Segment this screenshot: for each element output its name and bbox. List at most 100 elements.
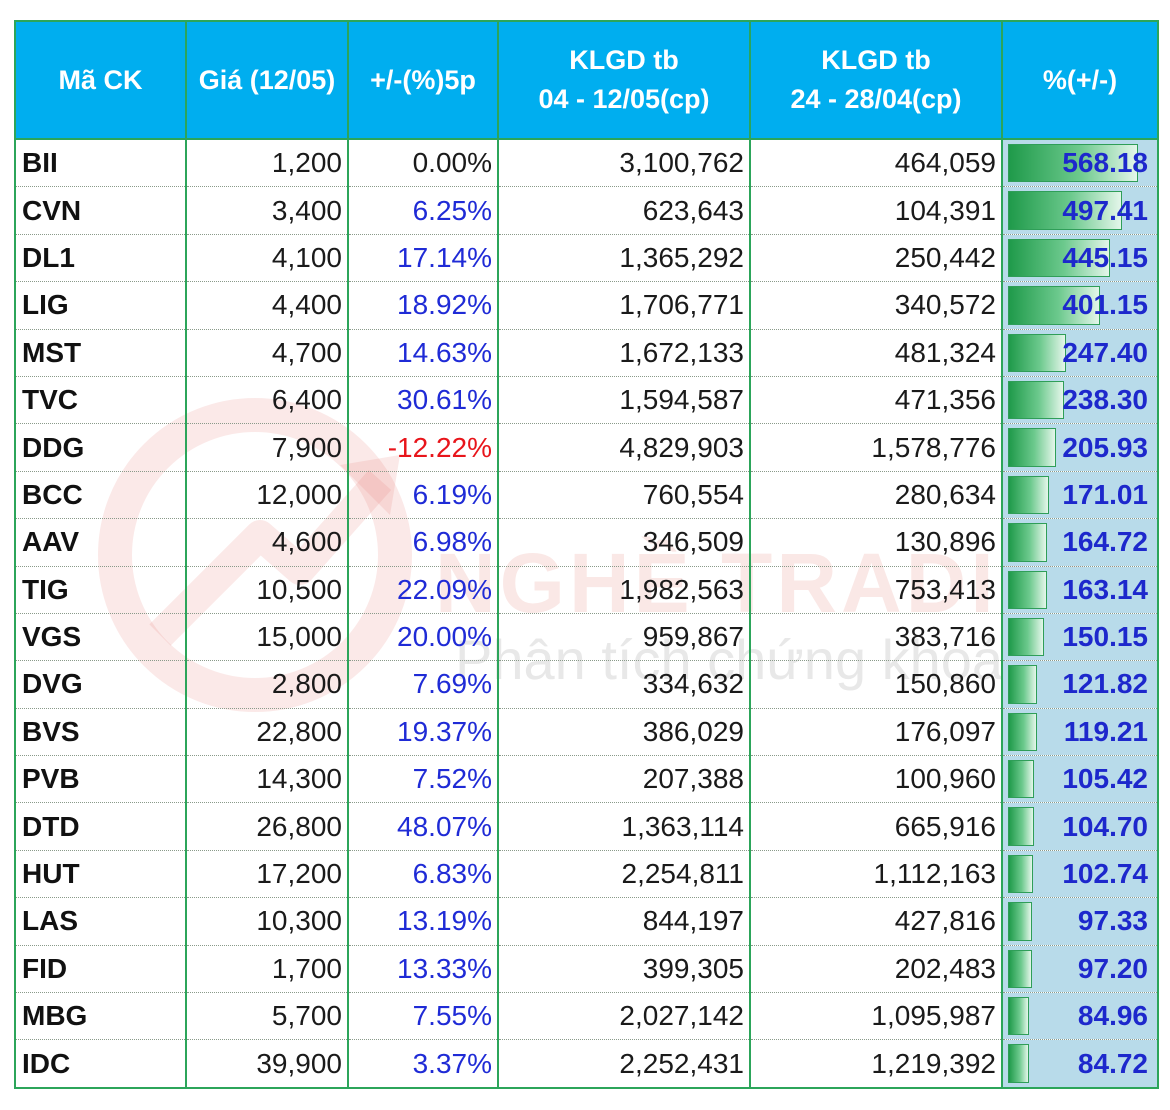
cell-vol-current: 399,305 [497,945,751,994]
cell-pct: 119.21 [1001,708,1159,757]
pct-bar [1008,1044,1029,1083]
table-row: TIG 10,500 22.09% 1,982,563 753,413 163.14 [14,566,1159,614]
cell-price: 4,600 [185,518,349,567]
cell-code: TVC [14,376,187,425]
table-row: DVG 2,800 7.69% 334,632 150,860 121.82 [14,660,1159,709]
cell-vol-current: 4,829,903 [497,423,751,472]
cell-code: CVN [14,186,187,235]
cell-pct: 97.33 [1001,897,1159,946]
cell-vol-prev: 665,916 [749,802,1003,851]
cell-change: -12.22% [347,423,499,472]
cell-code: PVB [14,755,187,804]
pct-bar [1008,760,1034,799]
cell-pct: 150.15 [1001,613,1159,662]
cell-change: 7.69% [347,660,499,709]
table-row: BVS 22,800 19.37% 386,029 176,097 119.21 [14,708,1159,757]
cell-vol-prev: 176,097 [749,708,1003,757]
cell-pct: 401.15 [1001,281,1159,330]
pct-bar [1008,333,1066,372]
pct-value: 247.40 [1062,336,1148,368]
cell-vol-prev: 427,816 [749,897,1003,946]
pct-value: 171.01 [1062,478,1148,510]
header-pct-change: %(+/-) [1001,20,1159,140]
pct-bar [1008,807,1034,846]
cell-price: 26,800 [185,802,349,851]
table-row: TVC 6,400 30.61% 1,594,587 471,356 238.30 [14,376,1159,425]
pct-value: 568.18 [1062,147,1148,179]
cell-code: DL1 [14,234,187,283]
pct-value: 119.21 [1063,715,1148,747]
cell-code: LAS [14,897,187,946]
table-row: AAV 4,600 6.98% 346,509 130,896 164.72 [14,518,1159,567]
pct-bar [1008,854,1033,894]
cell-code: FID [14,945,187,994]
cell-vol-prev: 753,413 [749,566,1003,614]
cell-price: 10,500 [185,566,349,614]
cell-price: 4,400 [185,281,349,330]
cell-vol-prev: 464,059 [749,139,1003,188]
table-header-row: Mã CK Giá (12/05) +/-(%)5p KLGD tb 04 - 1… [14,20,1159,140]
cell-pct: 497.41 [1001,186,1159,235]
cell-price: 17,200 [185,850,349,899]
pct-value: 84.72 [1077,1047,1148,1079]
cell-change: 7.52% [347,755,499,804]
pct-bar [1008,617,1044,657]
cell-vol-prev: 130,896 [749,518,1003,567]
cell-code: LIG [14,281,187,330]
cell-code: DTD [14,802,187,851]
header-klgd-current: KLGD tb 04 - 12/05(cp) [497,20,751,140]
table-row: MBG 5,700 7.55% 2,027,142 1,095,987 84.96 [14,992,1159,1041]
cell-change: 19.37% [347,708,499,757]
cell-vol-prev: 340,572 [749,281,1003,330]
cell-vol-prev: 280,634 [749,471,1003,520]
cell-vol-prev: 383,716 [749,613,1003,662]
cell-pct: 238.30 [1001,376,1159,425]
cell-price: 5,700 [185,992,349,1041]
cell-price: 12,000 [185,471,349,520]
cell-code: BVS [14,708,187,757]
table-row: VGS 15,000 20.00% 959,867 383,716 150.15 [14,613,1159,662]
cell-pct: 164.72 [1001,518,1159,567]
cell-pct: 568.18 [1001,139,1159,188]
cell-code: AAV [14,518,187,567]
cell-price: 10,300 [185,897,349,946]
cell-change: 7.55% [347,992,499,1041]
cell-vol-prev: 1,219,392 [749,1039,1003,1089]
table-body: BII 1,200 0.00% 3,100,762 464,059 568.18 CVN 3,… [14,139,1159,1089]
cell-pct: 121.82 [1001,660,1159,709]
pct-value: 104.70 [1062,810,1148,842]
header-gia: Giá (12/05) [185,20,349,140]
cell-code: BCC [14,471,187,520]
cell-vol-prev: 471,356 [749,376,1003,425]
cell-pct: 102.74 [1001,850,1159,899]
cell-pct: 171.01 [1001,471,1159,520]
table-row: DDG 7,900 -12.22% 4,829,903 1,578,776 205.93 [14,423,1159,472]
cell-vol-current: 1,672,133 [497,329,751,377]
pct-value: 205.93 [1062,431,1148,463]
cell-price: 6,400 [185,376,349,425]
pct-value: 401.15 [1062,289,1148,321]
cell-price: 22,800 [185,708,349,757]
pct-value: 121.82 [1062,668,1148,700]
cell-change: 0.00% [347,139,499,188]
cell-price: 3,400 [185,186,349,235]
cell-vol-current: 2,254,811 [497,850,751,899]
cell-change: 14.63% [347,329,499,377]
pct-bar [1008,286,1100,325]
pct-value: 497.41 [1062,194,1148,226]
cell-price: 4,700 [185,329,349,377]
pct-bar [1008,380,1064,420]
pct-bar [1008,191,1122,230]
cell-change: 6.98% [347,518,499,567]
table-row: FID 1,700 13.33% 399,305 202,483 97.20 [14,945,1159,994]
cell-pct: 247.40 [1001,329,1159,377]
cell-pct: 105.42 [1001,755,1159,804]
cell-code: HUT [14,850,187,899]
cell-price: 15,000 [185,613,349,662]
pct-bar [1008,949,1032,989]
table-row: LAS 10,300 13.19% 844,197 427,816 97.33 [14,897,1159,946]
pct-value: 164.72 [1062,526,1148,558]
pct-bar [1008,665,1037,704]
pct-bar [1008,428,1056,467]
cell-vol-current: 2,027,142 [497,992,751,1041]
